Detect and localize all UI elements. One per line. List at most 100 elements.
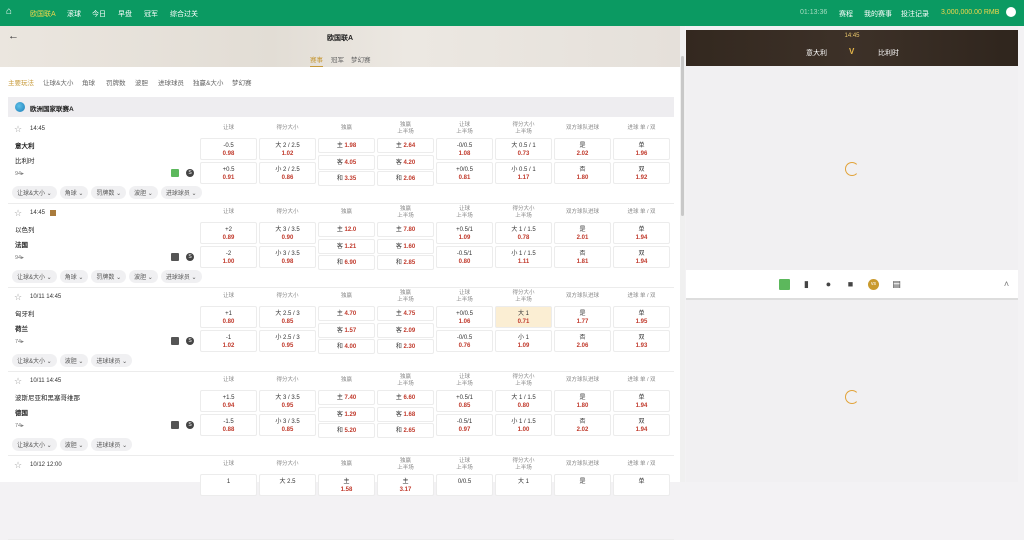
- odds-cell[interactable]: 客 4.05: [318, 154, 375, 170]
- odds-cell[interactable]: 大 1 / 1.5 0.78: [495, 222, 552, 244]
- odds-cell[interactable]: 否 1.80: [554, 162, 611, 184]
- market-chip[interactable]: 让球&大小 ⌄: [12, 438, 57, 451]
- scrollbar-thumb[interactable]: [681, 56, 684, 216]
- subtab-scorers[interactable]: 进球球员: [158, 80, 184, 87]
- market-chip[interactable]: 波胆 ⌄: [129, 186, 158, 199]
- favorite-star-icon[interactable]: ☆: [14, 208, 23, 218]
- odds-cell[interactable]: 客 4.20: [377, 154, 434, 170]
- subtab-handicap-ou[interactable]: 让球&大小: [43, 80, 74, 87]
- market-count[interactable]: 94▸: [15, 255, 24, 261]
- stats-icon[interactable]: ▮: [804, 279, 809, 289]
- odds-cell[interactable]: 客 1.29: [318, 406, 375, 422]
- nav-uefa-nations-a[interactable]: 欧国联A: [30, 11, 56, 18]
- market-count[interactable]: 74▸: [15, 339, 24, 345]
- mic-icon[interactable]: ●: [825, 279, 832, 289]
- odds-cell[interactable]: 单: [613, 474, 670, 496]
- odds-cell[interactable]: 和 2.85: [377, 255, 434, 270]
- stream-icon[interactable]: S: [186, 253, 194, 261]
- odds-cell[interactable]: 和 2.30: [377, 339, 434, 354]
- jersey-icon[interactable]: ■: [847, 279, 854, 289]
- odds-cell[interactable]: 客 1.68: [377, 406, 434, 422]
- odds-cell[interactable]: 大 2 / 2.5 1.02: [259, 138, 316, 160]
- odds-cell[interactable]: 单 1.96: [613, 138, 670, 160]
- stats-icon[interactable]: [171, 253, 179, 261]
- odds-cell[interactable]: 大 1 / 1.5 0.80: [495, 390, 552, 412]
- market-chip[interactable]: 罚牌数 ⌄: [91, 270, 127, 283]
- odds-cell[interactable]: +0.5/1 0.85: [436, 390, 493, 412]
- nav-early[interactable]: 早盘: [118, 11, 132, 18]
- stats-icon[interactable]: [171, 169, 179, 177]
- odds-cell[interactable]: 主 1.98: [318, 138, 375, 153]
- field-icon[interactable]: [779, 279, 790, 290]
- odds-cell[interactable]: +2 0.89: [200, 222, 257, 244]
- link-schedule[interactable]: 赛程: [839, 11, 853, 18]
- market-count[interactable]: 74▸: [15, 423, 24, 429]
- favorite-star-icon[interactable]: ☆: [14, 460, 23, 470]
- back-arrow-icon[interactable]: ←: [8, 30, 19, 42]
- favorite-star-icon[interactable]: ☆: [14, 292, 23, 302]
- odds-cell[interactable]: 双 1.94: [613, 246, 670, 268]
- odds-cell[interactable]: 主 7.40: [318, 390, 375, 405]
- odds-cell[interactable]: 小 2 / 2.5 0.86: [259, 162, 316, 184]
- odds-cell[interactable]: 大 3 / 3.5 0.95: [259, 390, 316, 412]
- stream-icon[interactable]: S: [186, 337, 194, 345]
- odds-cell[interactable]: 否 2.02: [554, 414, 611, 436]
- odds-cell[interactable]: 双 1.94: [613, 414, 670, 436]
- market-chip[interactable]: 波胆 ⌄: [59, 438, 89, 451]
- odds-cell[interactable]: +0/0.5 1.06: [436, 306, 493, 328]
- tab-matches[interactable]: 赛事: [310, 54, 323, 67]
- odds-cell[interactable]: 小 3 / 3.5 0.85: [259, 414, 316, 436]
- odds-cell[interactable]: 是 1.77: [554, 306, 611, 328]
- odds-cell[interactable]: 双 1.92: [613, 162, 670, 184]
- odds-cell[interactable]: 0/0.5: [436, 474, 493, 496]
- subtab-main[interactable]: 主要玩法: [8, 80, 34, 87]
- user-avatar-icon[interactable]: [1006, 7, 1016, 17]
- odds-cell[interactable]: 大 2.5: [259, 474, 316, 496]
- nav-live[interactable]: 滚球: [67, 11, 81, 18]
- odds-cell[interactable]: -1 1.02: [200, 330, 257, 352]
- market-chip[interactable]: 进球球员 ⌄: [160, 270, 202, 283]
- stats-icon[interactable]: [171, 337, 179, 345]
- odds-cell[interactable]: 客 1.21: [318, 238, 375, 254]
- odds-cell[interactable]: 是: [554, 474, 611, 496]
- market-chip[interactable]: 让球&大小 ⌄: [12, 270, 57, 283]
- odds-cell[interactable]: 客 1.60: [377, 238, 434, 254]
- odds-cell[interactable]: 和 5.20: [318, 423, 375, 438]
- odds-cell[interactable]: 小 1 / 1.5 1.11: [495, 246, 552, 268]
- market-chip[interactable]: 让球&大小 ⌄: [12, 354, 57, 367]
- odds-cell[interactable]: 大 1: [495, 474, 552, 496]
- odds-cell[interactable]: +1 0.80: [200, 306, 257, 328]
- nav-champion[interactable]: 冠军: [144, 11, 158, 18]
- odds-cell[interactable]: 和 2.65: [377, 423, 434, 438]
- market-chip[interactable]: 进球球员 ⌄: [91, 354, 133, 367]
- odds-cell[interactable]: 客 1.57: [318, 322, 375, 338]
- odds-cell[interactable]: +0/0.5 0.81: [436, 162, 493, 184]
- odds-cell[interactable]: -0/0.5 0.76: [436, 330, 493, 352]
- odds-cell[interactable]: 和 2.06: [377, 171, 434, 186]
- odds-cell[interactable]: 主 1.58: [318, 474, 375, 496]
- favorite-star-icon[interactable]: ☆: [14, 376, 23, 386]
- odds-cell[interactable]: 是 1.80: [554, 390, 611, 412]
- odds-cell[interactable]: 单 1.95: [613, 306, 670, 328]
- subtab-corners[interactable]: 角球: [82, 80, 95, 87]
- odds-cell[interactable]: 大 0.5 / 1 0.73: [495, 138, 552, 160]
- odds-cell[interactable]: 双 1.93: [613, 330, 670, 352]
- odds-cell[interactable]: 主 3.17: [377, 474, 434, 496]
- odds-cell[interactable]: 单 1.94: [613, 390, 670, 412]
- odds-cell[interactable]: 主 4.75: [377, 306, 434, 321]
- odds-cell[interactable]: -0.5 0.98: [200, 138, 257, 160]
- odds-cell[interactable]: -0.5/1 0.97: [436, 414, 493, 436]
- odds-cell[interactable]: 是 2.01: [554, 222, 611, 244]
- stats-icon[interactable]: [171, 421, 179, 429]
- odds-cell[interactable]: 大 3 / 3.5 0.90: [259, 222, 316, 244]
- favorite-star-icon[interactable]: ☆: [14, 124, 23, 134]
- odds-cell[interactable]: 主 4.70: [318, 306, 375, 321]
- odds-cell[interactable]: +1.5 0.94: [200, 390, 257, 412]
- scoreboard-icon[interactable]: ▤: [892, 279, 901, 289]
- market-chip[interactable]: 波胆 ⌄: [59, 354, 89, 367]
- odds-cell[interactable]: -0.5/1 0.80: [436, 246, 493, 268]
- home-icon[interactable]: ⌂: [6, 6, 13, 17]
- market-chip[interactable]: 波胆 ⌄: [129, 270, 158, 283]
- odds-cell[interactable]: 主 12.0: [318, 222, 375, 237]
- tab-champion[interactable]: 冠军: [331, 57, 344, 64]
